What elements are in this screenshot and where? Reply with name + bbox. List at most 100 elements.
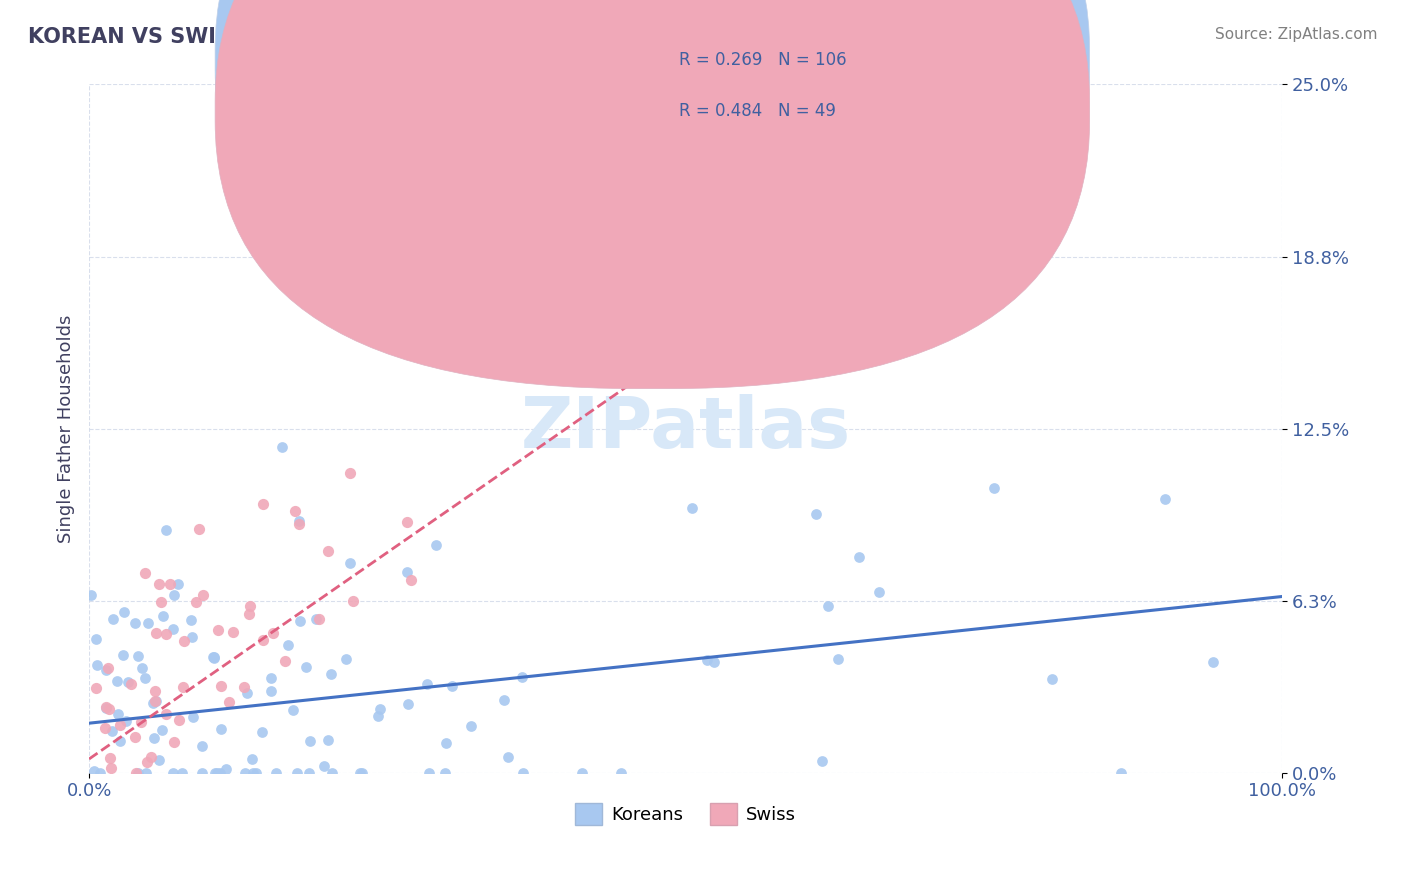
- Point: [425, 538, 447, 552]
- Point: [124, 730, 146, 744]
- Point: [233, 765, 256, 780]
- Point: [349, 765, 371, 780]
- Point: [305, 612, 328, 626]
- Point: [396, 565, 419, 579]
- Point: [145, 694, 167, 708]
- Point: [162, 622, 184, 636]
- Point: [135, 765, 157, 780]
- Point: [396, 697, 419, 711]
- Point: [96, 700, 118, 714]
- Point: [150, 723, 173, 737]
- Text: R = 0.484   N = 49: R = 0.484 N = 49: [679, 103, 837, 120]
- Point: [804, 507, 827, 521]
- Point: [288, 516, 311, 531]
- Point: [368, 702, 391, 716]
- Point: [148, 753, 170, 767]
- Point: [252, 633, 274, 648]
- Point: [184, 595, 207, 609]
- Point: [94, 663, 117, 677]
- Point: [367, 708, 389, 723]
- Point: [127, 648, 149, 663]
- Point: [172, 680, 194, 694]
- Point: [399, 573, 422, 587]
- Point: [287, 514, 309, 528]
- Point: [260, 684, 283, 698]
- Point: [299, 733, 322, 747]
- Point: [108, 718, 131, 732]
- Point: [207, 765, 229, 780]
- Point: [202, 651, 225, 665]
- Point: [150, 595, 173, 609]
- Point: [98, 751, 121, 765]
- Point: [245, 765, 267, 780]
- Point: [252, 497, 274, 511]
- Point: [209, 765, 232, 780]
- Point: [84, 681, 107, 695]
- Point: [271, 440, 294, 454]
- Point: [218, 695, 240, 709]
- Point: [232, 680, 254, 694]
- Point: [335, 651, 357, 665]
- Point: [163, 735, 186, 749]
- Point: [571, 765, 593, 780]
- Point: [215, 762, 238, 776]
- Point: [868, 585, 890, 599]
- Point: [250, 725, 273, 739]
- Point: [163, 588, 186, 602]
- Point: [143, 683, 166, 698]
- Point: [211, 679, 233, 693]
- Point: [145, 626, 167, 640]
- Point: [283, 703, 305, 717]
- Point: [339, 557, 361, 571]
- Point: [236, 686, 259, 700]
- Point: [512, 765, 534, 780]
- Point: [173, 634, 195, 648]
- Point: [460, 719, 482, 733]
- Point: [112, 605, 135, 619]
- Point: [134, 566, 156, 581]
- Point: [277, 638, 299, 652]
- Point: [308, 612, 330, 626]
- Point: [285, 765, 308, 780]
- Point: [817, 599, 839, 614]
- Point: [155, 707, 177, 722]
- Point: [101, 611, 124, 625]
- Point: [124, 616, 146, 631]
- Point: [191, 588, 214, 602]
- Point: [496, 750, 519, 764]
- Point: [120, 677, 142, 691]
- Point: [100, 761, 122, 775]
- Point: [142, 696, 165, 710]
- Point: [107, 706, 129, 721]
- Point: [314, 759, 336, 773]
- Point: [416, 677, 439, 691]
- Point: [441, 679, 464, 693]
- Point: [298, 765, 321, 780]
- Point: [827, 652, 849, 666]
- Point: [681, 501, 703, 516]
- Point: [1040, 673, 1063, 687]
- Point: [209, 723, 232, 737]
- Point: [159, 577, 181, 591]
- Point: [238, 607, 260, 622]
- Point: [983, 481, 1005, 495]
- Point: [162, 765, 184, 780]
- Point: [288, 614, 311, 628]
- Point: [418, 765, 440, 780]
- Point: [84, 632, 107, 646]
- Point: [129, 714, 152, 729]
- Point: [187, 522, 209, 536]
- Point: [342, 594, 364, 608]
- Point: [98, 702, 121, 716]
- Point: [143, 694, 166, 708]
- Point: [433, 765, 456, 780]
- Point: [83, 764, 105, 779]
- Point: [136, 755, 159, 769]
- Point: [492, 693, 515, 707]
- Point: [155, 523, 177, 537]
- Point: [319, 666, 342, 681]
- Point: [94, 721, 117, 735]
- Point: [848, 549, 870, 564]
- Point: [155, 627, 177, 641]
- Text: ZIPatlas: ZIPatlas: [520, 394, 851, 463]
